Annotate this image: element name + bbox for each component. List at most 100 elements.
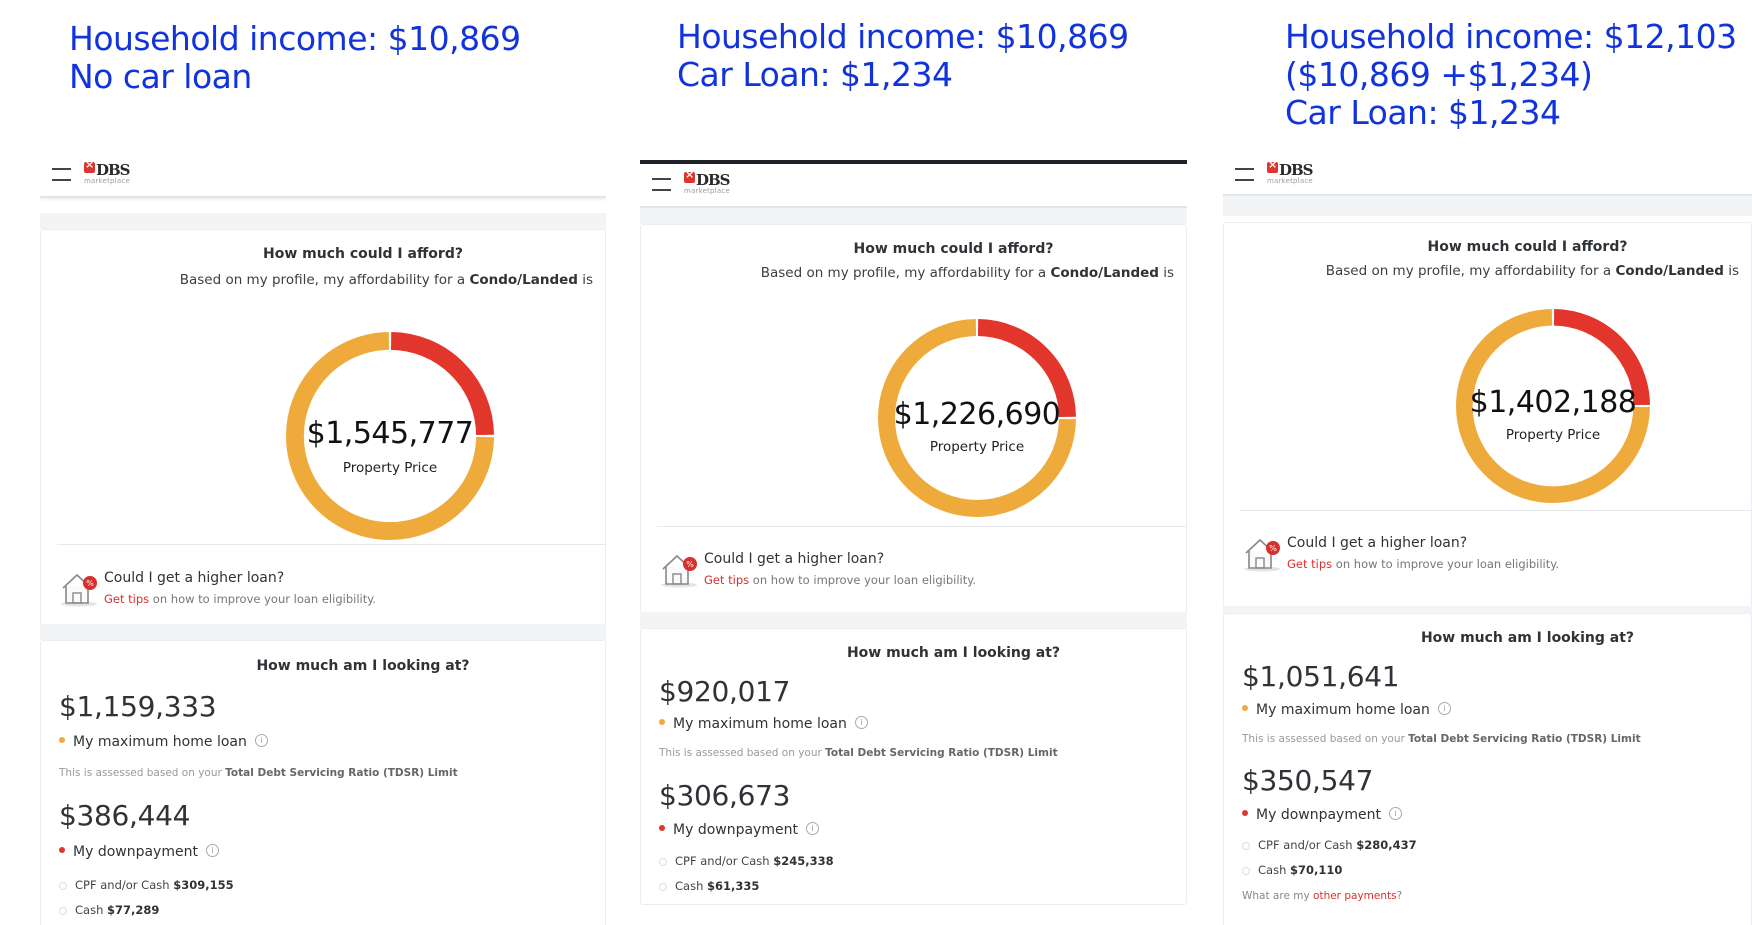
info-icon[interactable]: i <box>1388 806 1402 820</box>
cash-item: Cash $70,110 <box>1242 863 1342 877</box>
annotation-line: No car loan <box>69 57 252 96</box>
hamburger-menu-icon[interactable] <box>52 168 71 181</box>
summary-title: How much am I looking at? <box>846 645 1061 661</box>
property-price-label: Property Price <box>929 439 1025 455</box>
afford-title: How much could I afford? <box>263 246 463 262</box>
hamburger-menu-icon[interactable] <box>652 178 671 191</box>
annotation-line: Household income: $12,103 <box>1285 17 1737 56</box>
divider <box>657 526 1186 527</box>
bullet-icon <box>1242 841 1250 850</box>
other-payments-link[interactable]: other payments <box>1313 890 1397 902</box>
screenshot-panel-2: DBS marketplace How much could I afford?… <box>640 160 1187 905</box>
afford-title: How much could I afford? <box>1427 239 1628 255</box>
info-icon[interactable]: i <box>1437 701 1451 715</box>
affordability-donut <box>286 332 494 540</box>
info-icon[interactable]: i <box>854 715 868 729</box>
cpf-cash-item: CPF and/or Cash $280,437 <box>1242 838 1417 852</box>
summary-card: How much am I looking at? $1,159,333 My … <box>40 640 606 925</box>
dbs-logo-mark-icon <box>1267 158 1278 173</box>
hamburger-menu-icon[interactable] <box>1235 168 1254 181</box>
house-percent-icon: % <box>61 573 97 607</box>
downpayment-arc <box>977 319 1076 418</box>
tip-title: Could I get a higher loan? <box>104 570 285 586</box>
downpayment-arc <box>1553 309 1650 406</box>
summary-title: How much am I looking at? <box>1420 630 1635 646</box>
summary-title: How much am I looking at? <box>256 658 470 674</box>
property-price: $1,226,690 <box>893 397 1061 432</box>
property-price-label: Property Price <box>342 460 438 476</box>
downpayment-amount: $306,673 <box>659 779 791 812</box>
affordability-card: How much could I afford? Based on my pro… <box>40 229 606 626</box>
logo-subtext: marketplace <box>1267 177 1313 185</box>
annotation-panel-2: Household income: $10,869 Car Loan: $1,2… <box>677 18 1129 94</box>
section-gap <box>40 213 606 229</box>
info-icon[interactable]: i <box>254 733 268 747</box>
tip-text: Get tips on how to improve your loan eli… <box>704 573 977 587</box>
other-payments-note: What are my other payments? <box>1242 890 1403 902</box>
svg-text:%: % <box>1269 544 1277 553</box>
divider <box>57 544 605 545</box>
bullet-icon <box>659 882 667 891</box>
screenshot-panel-3: DBS marketplace How much could I afford?… <box>1223 152 1752 925</box>
max-loan-amount: $1,159,333 <box>59 690 217 723</box>
max-loan-label: My maximum home loan i <box>59 733 268 750</box>
section-gap <box>1223 196 1752 216</box>
dbs-logo-mark-icon <box>84 158 95 173</box>
info-icon[interactable]: i <box>805 821 819 835</box>
section-gap <box>640 612 1187 628</box>
info-icon[interactable]: i <box>205 843 219 857</box>
max-loan-amount: $1,051,641 <box>1242 660 1400 693</box>
logo-text: DBS <box>96 161 131 179</box>
tip-text: Get tips on how to improve your loan eli… <box>104 592 377 606</box>
tdsr-note: This is assessed based on your Total Deb… <box>59 767 458 779</box>
annotation-line: Household income: $10,869 <box>677 17 1129 56</box>
section-gap <box>640 208 1187 224</box>
affordability-card: How much could I afford? Based on my pro… <box>640 224 1187 614</box>
dbs-logo[interactable]: DBS marketplace <box>684 168 731 195</box>
affordability-card: How much could I afford? Based on my pro… <box>1223 222 1752 608</box>
max-loan-label: My maximum home loan i <box>1242 701 1451 718</box>
property-price-label: Property Price <box>1505 427 1601 443</box>
max-loan-label: My maximum home loan i <box>659 715 868 732</box>
bullet-icon <box>1242 866 1250 875</box>
loan-dot-icon <box>1242 705 1248 711</box>
cash-item: Cash $77,289 <box>59 903 159 917</box>
app-header: DBS marketplace <box>640 164 1187 208</box>
tip-title: Could I get a higher loan? <box>1287 535 1468 551</box>
summary-card: How much am I looking at? $920,017 My ma… <box>640 628 1187 905</box>
get-tips-link[interactable]: Get tips <box>104 592 150 606</box>
dbs-logo[interactable]: DBS marketplace <box>1267 158 1314 185</box>
affordability-donut <box>1456 309 1650 503</box>
dbs-logo[interactable]: DBS marketplace <box>84 158 131 185</box>
annotation-line: Car Loan: $1,234 <box>1285 93 1561 132</box>
annotation-line: Car Loan: $1,234 <box>677 55 953 94</box>
logo-subtext: marketplace <box>684 187 730 195</box>
affordability-donut <box>878 319 1076 517</box>
downpayment-label: My downpayment i <box>59 843 219 860</box>
screenshot-panel-1: DBS marketplace How much could I afford?… <box>40 150 606 925</box>
bullet-icon <box>659 857 667 866</box>
loan-arc <box>286 332 494 540</box>
afford-title: How much could I afford? <box>853 241 1054 257</box>
bullet-icon <box>59 881 67 890</box>
downpayment-amount: $386,444 <box>59 799 191 832</box>
tdsr-note: This is assessed based on your Total Deb… <box>659 747 1058 759</box>
tip-text: Get tips on how to improve your loan eli… <box>1287 557 1560 571</box>
section-gap <box>40 624 606 640</box>
tdsr-note: This is assessed based on your Total Deb… <box>1242 733 1641 745</box>
get-tips-link[interactable]: Get tips <box>1287 557 1333 571</box>
divider <box>1240 510 1751 511</box>
house-percent-icon: % <box>1244 538 1280 572</box>
downpayment-label: My downpayment i <box>659 821 819 838</box>
bullet-icon <box>59 906 67 915</box>
downpayment-amount: $350,547 <box>1242 764 1374 797</box>
cpf-cash-item: CPF and/or Cash $245,338 <box>659 854 834 868</box>
downpayment-dot-icon <box>659 825 665 831</box>
max-loan-amount: $920,017 <box>659 675 791 708</box>
cash-item: Cash $61,335 <box>659 879 759 893</box>
afford-subtitle: Based on my profile, my affordability fo… <box>1325 263 1739 279</box>
tip-title: Could I get a higher loan? <box>704 551 885 567</box>
get-tips-link[interactable]: Get tips <box>704 573 750 587</box>
annotation-panel-3: Household income: $12,103 ($10,869 +$1,2… <box>1285 18 1737 132</box>
svg-text:%: % <box>86 579 94 588</box>
